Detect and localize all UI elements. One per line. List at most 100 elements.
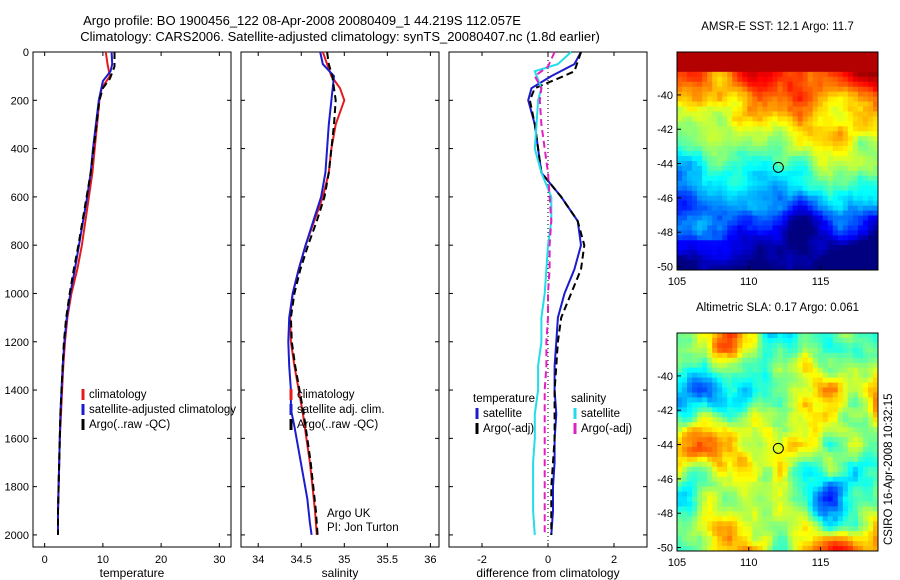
sla-map-cell (702, 466, 708, 473)
sst-map-cell (792, 175, 799, 182)
sst-map-cell (717, 185, 723, 192)
sla-map-cell (827, 526, 834, 532)
sla-map-cell (702, 377, 708, 383)
sst-map-cell (792, 210, 799, 216)
sst-map-cell (812, 116, 819, 122)
sst-map-cell (827, 210, 834, 216)
sla-map-cell (682, 466, 688, 473)
sst-map-cell (817, 170, 824, 177)
sla-map-cell (852, 466, 859, 473)
sla-map-cell (837, 437, 844, 443)
sla-map-cell (682, 501, 688, 507)
sla-map-cell (862, 451, 869, 458)
sla-map-cell (747, 491, 753, 497)
sla-map-cell (757, 506, 763, 512)
sst-map-cell (782, 141, 788, 147)
sst-map-cell (747, 165, 753, 172)
sst-map-cell (762, 161, 768, 167)
sla-map-cell (832, 446, 839, 453)
sla-map-cell (722, 531, 728, 537)
difference-profile-xtick-label: -2 (477, 554, 487, 566)
sla-map-cell (702, 456, 708, 463)
sst-map-cell (772, 225, 778, 231)
sst-map-cell (682, 91, 688, 97)
sst-map-cell (737, 255, 743, 261)
sla-map-cell (697, 516, 703, 522)
sla-map-cell (867, 352, 874, 359)
sst-map-cell (737, 136, 743, 142)
sla-map-cell (697, 382, 703, 388)
sst-map-cell (837, 220, 844, 226)
sst-map-cell (862, 255, 869, 261)
sst-map-cell (717, 220, 723, 226)
sla-map-cell (717, 417, 723, 423)
sla-map-cell (862, 337, 869, 344)
sst-map-cell (722, 250, 728, 256)
sst-map-cell (837, 131, 844, 137)
sst-map-cell (787, 185, 793, 192)
sla-map-cell (682, 372, 688, 378)
sla-map-cell (767, 402, 773, 408)
sla-map-cell (727, 531, 733, 537)
sla-map-cell (772, 466, 778, 473)
sst-map-cell (687, 195, 693, 202)
sst-map-cell (702, 56, 708, 63)
sla-map-cell (747, 357, 753, 364)
sst-map-cell (807, 195, 814, 202)
sla-map-cell (692, 471, 698, 478)
sst-map-cell (712, 235, 718, 241)
sst-map-cell (697, 255, 703, 261)
sst-map-axes-frame (676, 51, 879, 271)
sla-map-cell (782, 546, 788, 552)
sst-map-cell (827, 190, 834, 197)
temperature-profile-series-argo-raw-qc- (57, 52, 116, 535)
sst-map-cell (787, 66, 793, 73)
sst-map-cell (812, 136, 819, 142)
sst-map-cell (762, 165, 768, 172)
sst-map-cell (862, 190, 869, 197)
sla-map-cell (702, 392, 708, 398)
sla-map-cell (677, 382, 683, 388)
sla-map-cell (752, 347, 758, 354)
sla-map-cell (687, 501, 693, 507)
sst-map-cell (807, 81, 814, 88)
sla-map-cell (742, 437, 748, 443)
sst-map-cell (867, 76, 874, 83)
sla-map-cell (697, 333, 703, 339)
sla-map-cell (842, 337, 849, 344)
sla-map-cell (692, 451, 698, 458)
sla-map-ytick-label: -44 (657, 440, 673, 452)
sla-map-cell (692, 501, 698, 507)
sla-map-cell (692, 342, 698, 349)
sla-map-cell (727, 476, 733, 483)
sla-map-cell (857, 387, 864, 393)
sst-map-cell (822, 190, 829, 197)
sla-map-cell (682, 496, 688, 502)
sst-map-cell (722, 170, 728, 177)
sst-map-cell (857, 255, 864, 261)
sla-map-cell (862, 387, 869, 393)
sst-map-cell (822, 146, 829, 152)
sla-map-cell (702, 546, 708, 552)
sst-map-cell (747, 265, 753, 271)
sla-map-cell (822, 506, 829, 512)
sla-map-cell (782, 367, 788, 374)
sst-map-cell (857, 116, 864, 122)
sst-map-cell (752, 210, 758, 216)
sst-map-cell (777, 235, 783, 241)
sla-map-cell (802, 481, 809, 487)
sst-map-cell (842, 210, 849, 216)
sst-map-cell (682, 180, 688, 187)
sla-map-cell (797, 471, 804, 478)
sst-map-cell (707, 185, 713, 192)
sla-map-cell (837, 407, 844, 413)
sst-map-cell (722, 52, 728, 58)
sst-map-cell (772, 260, 778, 266)
sst-map-cell (687, 255, 693, 261)
sst-map-cell (782, 136, 788, 142)
sst-map-cell (872, 81, 879, 88)
sst-map-cell (837, 230, 844, 236)
sst-map-cell (762, 151, 768, 157)
sla-map-cell (812, 382, 819, 388)
sla-map-cell (707, 367, 713, 374)
